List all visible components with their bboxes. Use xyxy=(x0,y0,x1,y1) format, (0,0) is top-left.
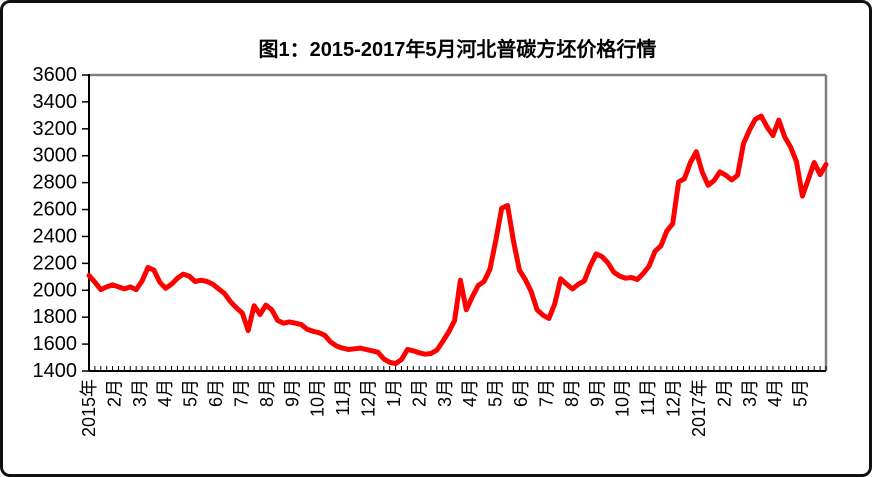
x-tick-label: 2015年 xyxy=(79,379,99,437)
price-line-chart: 1400 1600 1800 2000 2200 2400 2600 2800 3000 3200… xyxy=(33,64,829,437)
x-tick-label: 10月 xyxy=(613,379,633,417)
price-series-line xyxy=(86,113,829,367)
y-tick-label: 2600 xyxy=(33,199,78,221)
y-tick-label: 3200 xyxy=(33,118,78,140)
x-tick-label: 3月 xyxy=(130,379,150,407)
x-tick-label: 4月 xyxy=(460,379,480,407)
y-tick-label: 2200 xyxy=(33,252,78,274)
y-tick-label: 3400 xyxy=(33,91,78,113)
x-tick-label: 5月 xyxy=(181,379,201,407)
y-tick-label: 2000 xyxy=(33,279,78,301)
x-tick-label: 5月 xyxy=(486,379,506,407)
x-tick-label: 8月 xyxy=(562,379,582,407)
x-tick-label: 11月 xyxy=(333,379,353,416)
x-tick-label: 2017年 xyxy=(689,379,709,437)
x-tick-label: 7月 xyxy=(231,379,251,407)
x-tick-label: 7月 xyxy=(536,379,556,407)
y-tick-label: 3000 xyxy=(33,145,78,167)
x-tick-label: 2月 xyxy=(104,379,124,407)
x-tick-label: 5月 xyxy=(791,379,811,407)
y-tick-label: 2400 xyxy=(33,225,78,247)
x-tick-label: 6月 xyxy=(511,379,531,407)
chart-title: 图1：2015-2017年5月河北普碳方坯价格行情 xyxy=(258,39,657,61)
x-tick-label: 2月 xyxy=(409,379,429,407)
x-tick-label: 11月 xyxy=(638,379,658,416)
x-tick-label: 2月 xyxy=(714,379,734,407)
x-tick-label: 12月 xyxy=(664,379,684,417)
x-tick-label: 9月 xyxy=(587,379,607,407)
x-tick-label: 3月 xyxy=(435,379,455,407)
y-tick-label: 1600 xyxy=(33,333,78,355)
y-tick-label: 1800 xyxy=(33,306,78,328)
x-tick-label: 1月 xyxy=(384,379,404,407)
y-tick-label: 3600 xyxy=(33,64,78,86)
x-tick-label: 9月 xyxy=(282,379,302,407)
y-tick-label: 2800 xyxy=(33,172,78,194)
x-tick-label: 12月 xyxy=(359,379,379,417)
x-tick-label: 6月 xyxy=(206,379,226,407)
y-tick-label: 1400 xyxy=(33,360,78,382)
x-tick-label: 3月 xyxy=(740,379,760,407)
x-tick-label: 10月 xyxy=(308,379,328,417)
x-tick-label: 4月 xyxy=(765,379,785,407)
x-tick-label: 4月 xyxy=(155,379,175,407)
x-tick-label: 8月 xyxy=(257,379,277,407)
